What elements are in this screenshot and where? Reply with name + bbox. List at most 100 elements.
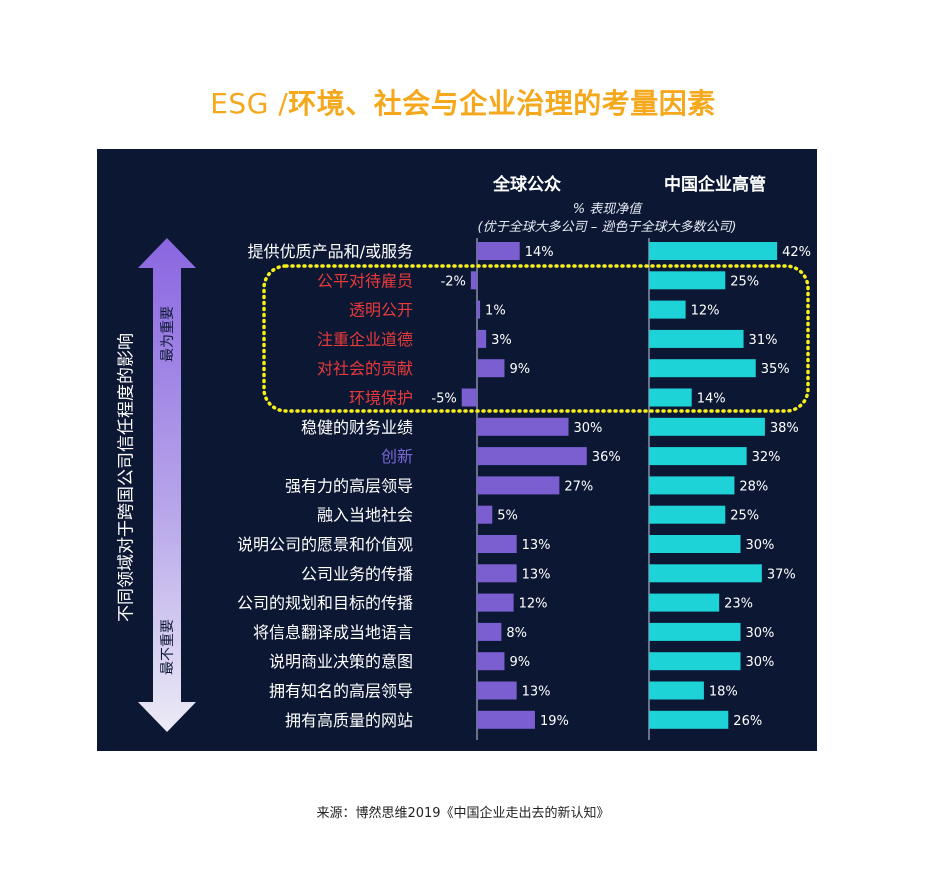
value-label: 23% bbox=[724, 597, 753, 612]
bar-global-public bbox=[470, 271, 477, 290]
value-label: 30% bbox=[746, 538, 775, 553]
bar-global-public bbox=[477, 593, 514, 612]
bar-china-executives bbox=[649, 564, 762, 583]
category-label: 公平对待雇员 bbox=[317, 271, 413, 290]
category-label: 公司的规划和目标的传播 bbox=[237, 594, 413, 613]
value-label: 13% bbox=[522, 567, 551, 582]
category-label: 透明公开 bbox=[349, 301, 413, 320]
value-label: 8% bbox=[506, 626, 527, 641]
subtitle-line1: % 表现净值 bbox=[572, 202, 642, 217]
category-label: 创新 bbox=[381, 447, 413, 466]
importance-arrow bbox=[138, 238, 196, 732]
highlight-box bbox=[262, 264, 810, 413]
bar-global-public bbox=[477, 564, 517, 583]
bar-china-executives bbox=[649, 681, 704, 700]
bar-china-executives bbox=[649, 535, 741, 553]
bar-global-public bbox=[477, 359, 505, 378]
top-importance-label: 最为重要 bbox=[160, 306, 176, 362]
title-prefix: ESG / bbox=[210, 87, 289, 120]
category-label: 融入当地社会 bbox=[317, 506, 413, 525]
bar-global-public bbox=[477, 417, 569, 436]
value-label: 3% bbox=[491, 333, 512, 348]
value-label: 25% bbox=[730, 509, 759, 524]
bar-china-executives bbox=[649, 329, 744, 348]
bar-global-public bbox=[477, 622, 502, 641]
subtitle-line2: (优于全球大多公司 – 逊色于全球大多数公司) bbox=[477, 220, 737, 235]
value-label: -5% bbox=[431, 392, 456, 407]
bottom-importance-label: 最不重要 bbox=[160, 619, 176, 675]
value-label: 32% bbox=[752, 450, 781, 465]
title-main: 环境、社会与企业治理的考量因素 bbox=[288, 87, 716, 120]
category-label: 说明公司的愿景和价值观 bbox=[237, 535, 413, 554]
bar-china-executives bbox=[649, 388, 692, 407]
category-label: 注重企业道德 bbox=[317, 330, 413, 349]
bar-china-executives bbox=[649, 652, 741, 671]
bar-china-executives bbox=[649, 447, 747, 466]
bar-china-executives bbox=[649, 359, 756, 378]
category-label: 说明商业决策的意图 bbox=[269, 652, 413, 671]
value-label: 14% bbox=[525, 245, 554, 260]
bar-global-public bbox=[477, 535, 517, 553]
bar-china-executives bbox=[649, 300, 686, 319]
category-label: 将信息翻译成当地语言 bbox=[253, 623, 413, 642]
value-label: 35% bbox=[761, 362, 790, 377]
category-label: 拥有高质量的网站 bbox=[285, 711, 413, 730]
value-label: 27% bbox=[564, 479, 593, 494]
value-label: 1% bbox=[485, 304, 506, 319]
bar-global-public bbox=[477, 710, 535, 729]
value-label: 12% bbox=[691, 304, 720, 319]
bar-china-executives bbox=[649, 242, 778, 260]
category-label: 拥有知名的高层领导 bbox=[269, 682, 413, 701]
value-label: 38% bbox=[770, 421, 799, 436]
bar-china-executives bbox=[649, 417, 765, 436]
bar-global-public bbox=[477, 242, 520, 260]
value-label: 19% bbox=[540, 714, 569, 729]
bar-china-executives bbox=[649, 271, 726, 290]
value-label: 5% bbox=[497, 509, 518, 524]
value-label: 42% bbox=[782, 245, 811, 260]
bar-global-public bbox=[477, 300, 481, 319]
value-label: 18% bbox=[709, 685, 738, 700]
bar-global-public bbox=[477, 447, 587, 466]
bar-china-executives bbox=[649, 710, 729, 729]
vertical-axis-label: 不同领域对于跨国公司信任程度的影响 bbox=[116, 333, 137, 622]
value-label: 14% bbox=[697, 392, 726, 407]
value-label: 30% bbox=[574, 421, 603, 436]
value-label: 37% bbox=[767, 567, 796, 582]
value-label: 36% bbox=[592, 450, 621, 465]
bars-group: 提供优质产品和/或服务 14% 42% 公平对待雇员 -2% 25% 透明公开 1% 12% 注重… bbox=[237, 242, 811, 730]
bar-china-executives bbox=[649, 505, 726, 524]
bar-china-executives bbox=[649, 476, 735, 495]
source-footer: 来源：博然思维2019《中国企业走出去的新认知》 bbox=[316, 806, 610, 821]
value-label: 13% bbox=[522, 538, 551, 553]
bar-global-public bbox=[477, 652, 505, 671]
column-header-left: 全球公众 bbox=[493, 175, 561, 195]
category-label: 强有力的高层领导 bbox=[285, 476, 413, 495]
value-label: 26% bbox=[733, 714, 762, 729]
chart-title: ESG /环境、社会与企业治理的考量因素 bbox=[0, 82, 926, 122]
category-label: 公司业务的传播 bbox=[301, 564, 413, 583]
value-label: 25% bbox=[730, 274, 759, 289]
value-label: -2% bbox=[441, 274, 466, 289]
column-header-right: 中国企业高管 bbox=[664, 175, 766, 195]
value-label: 30% bbox=[746, 655, 775, 670]
category-label: 提供优质产品和/或服务 bbox=[248, 242, 413, 261]
value-label: 31% bbox=[749, 333, 778, 348]
category-label: 环境保护 bbox=[349, 389, 413, 408]
bar-global-public bbox=[477, 476, 560, 495]
value-label: 9% bbox=[509, 655, 530, 670]
bar-china-executives bbox=[649, 593, 720, 612]
category-label: 对社会的贡献 bbox=[317, 359, 413, 378]
value-label: 9% bbox=[509, 362, 530, 377]
value-label: 28% bbox=[739, 479, 768, 494]
value-label: 13% bbox=[522, 685, 551, 700]
bar-global-public bbox=[461, 388, 477, 407]
bar-global-public bbox=[477, 505, 493, 524]
bar-global-public bbox=[477, 329, 487, 348]
category-label: 稳健的财务业绩 bbox=[301, 418, 413, 437]
value-label: 12% bbox=[519, 597, 548, 612]
value-label: 30% bbox=[746, 626, 775, 641]
bar-global-public bbox=[477, 681, 517, 700]
bar-china-executives bbox=[649, 622, 741, 641]
